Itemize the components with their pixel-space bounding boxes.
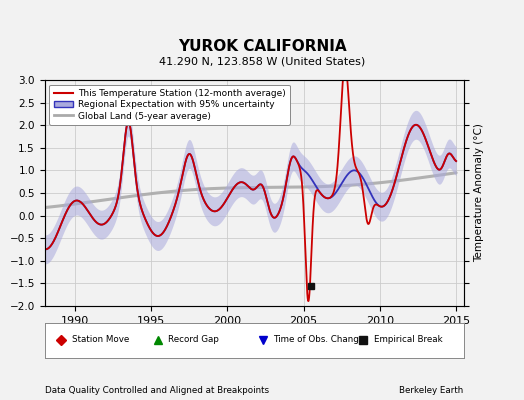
Text: YUROK CALIFORNIA: YUROK CALIFORNIA: [178, 39, 346, 54]
Text: Station Move: Station Move: [72, 335, 129, 344]
Text: Data Quality Controlled and Aligned at Breakpoints: Data Quality Controlled and Aligned at B…: [45, 386, 269, 395]
Text: 41.290 N, 123.858 W (United States): 41.290 N, 123.858 W (United States): [159, 56, 365, 66]
Y-axis label: Temperature Anomaly (°C): Temperature Anomaly (°C): [474, 124, 484, 262]
Legend: This Temperature Station (12-month average), Regional Expectation with 95% uncer: This Temperature Station (12-month avera…: [49, 84, 290, 125]
Text: Empirical Break: Empirical Break: [374, 335, 442, 344]
Text: Time of Obs. Change: Time of Obs. Change: [273, 335, 364, 344]
Text: Record Gap: Record Gap: [168, 335, 219, 344]
Text: Berkeley Earth: Berkeley Earth: [399, 386, 464, 395]
